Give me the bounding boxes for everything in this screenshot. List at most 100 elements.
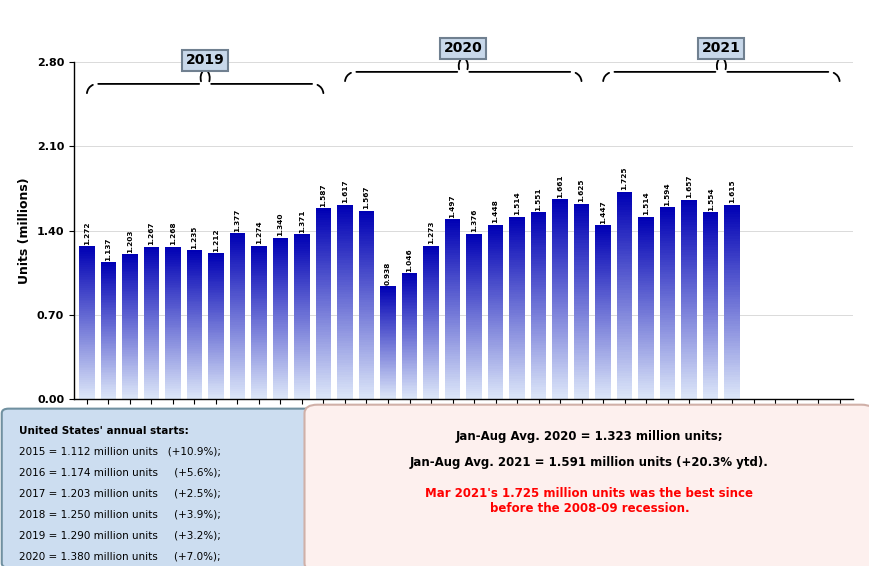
Bar [122, 341, 137, 343]
Bar [294, 288, 309, 290]
Bar [208, 290, 223, 291]
Bar [401, 339, 417, 341]
Bar [530, 355, 546, 357]
Bar [143, 306, 159, 307]
Bar [552, 302, 567, 304]
Bar [423, 284, 438, 286]
Bar [337, 324, 352, 326]
Bar [724, 375, 739, 377]
Bar [122, 314, 137, 316]
Bar [101, 387, 116, 389]
Bar [530, 371, 546, 374]
Bar [444, 356, 460, 358]
Bar [251, 328, 267, 330]
Bar [337, 248, 352, 251]
Bar [724, 271, 739, 273]
Bar [423, 313, 438, 315]
Bar [423, 332, 438, 334]
Bar [423, 307, 438, 309]
Bar [659, 315, 674, 318]
Text: 1.267: 1.267 [149, 222, 154, 245]
Bar [724, 358, 739, 360]
Bar [680, 277, 696, 280]
Bar [229, 364, 245, 366]
Bar [530, 238, 546, 241]
Bar [401, 358, 417, 360]
Bar [337, 365, 352, 367]
Bar [294, 296, 309, 298]
Bar [165, 374, 181, 376]
Bar [79, 302, 95, 303]
Bar [272, 393, 288, 395]
Bar [659, 354, 674, 356]
Bar [229, 316, 245, 318]
Bar [337, 209, 352, 212]
Bar [251, 288, 267, 290]
Bar [165, 261, 181, 264]
Bar [272, 385, 288, 387]
Bar [358, 368, 374, 371]
Bar [337, 328, 352, 331]
Bar [466, 300, 481, 302]
Bar [659, 372, 674, 375]
Bar [702, 226, 718, 229]
Bar [466, 327, 481, 329]
Bar [337, 370, 352, 372]
Bar [122, 318, 137, 319]
Bar [187, 275, 202, 276]
Bar [702, 273, 718, 275]
Bar [488, 258, 502, 260]
Bar [444, 318, 460, 320]
Bar [552, 201, 567, 204]
Bar [315, 294, 331, 297]
Bar [251, 265, 267, 267]
Text: 2020 = 1.380 million units     (+7.0%);: 2020 = 1.380 million units (+7.0%); [19, 551, 221, 561]
Bar [616, 264, 632, 267]
Bar [466, 355, 481, 358]
Bar [101, 288, 116, 290]
Bar [594, 286, 610, 288]
Bar [143, 293, 159, 294]
Bar [616, 204, 632, 207]
Bar [187, 362, 202, 364]
Bar [488, 268, 502, 271]
Text: 1.587: 1.587 [320, 183, 326, 207]
Bar [724, 389, 739, 392]
Bar [423, 357, 438, 359]
Bar [680, 239, 696, 242]
Bar [488, 231, 502, 234]
Bar [702, 350, 718, 352]
Bar [143, 380, 159, 382]
Bar [165, 256, 181, 258]
Text: 1.137: 1.137 [105, 237, 111, 261]
Bar [294, 360, 309, 362]
Bar [208, 272, 223, 273]
Bar [122, 397, 137, 399]
Bar [530, 395, 546, 397]
Bar [530, 289, 546, 291]
Bar [208, 374, 223, 375]
Bar [337, 231, 352, 234]
Bar [594, 308, 610, 310]
Bar [294, 248, 309, 251]
Bar [337, 360, 352, 363]
Bar [272, 258, 288, 260]
Bar [680, 374, 696, 376]
Bar [79, 353, 95, 355]
Bar [401, 298, 417, 300]
Bar [79, 355, 95, 357]
Bar [574, 269, 588, 272]
Bar [616, 381, 632, 384]
Bar [187, 336, 202, 338]
Bar [659, 275, 674, 277]
Bar [702, 380, 718, 383]
Bar [251, 385, 267, 388]
Bar [702, 282, 718, 285]
Bar [294, 306, 309, 308]
Bar [79, 267, 95, 269]
Bar [552, 212, 567, 215]
Bar [187, 323, 202, 325]
Bar [638, 269, 653, 272]
Bar [79, 327, 95, 328]
Bar [208, 388, 223, 390]
